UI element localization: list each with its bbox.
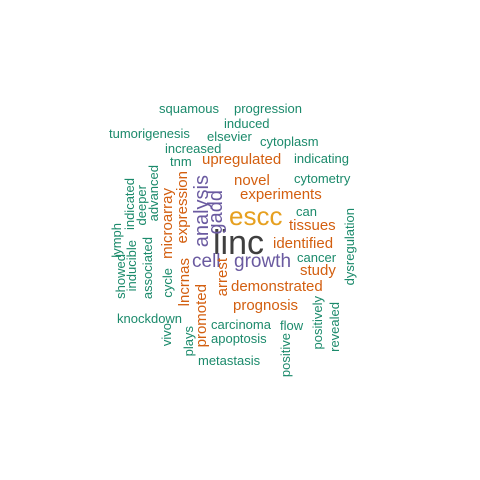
word-linc: linc [213,224,265,262]
word-demonstrated: demonstrated [231,278,323,295]
word-tissues: tissues [289,217,336,234]
word-cytometry: cytometry [294,171,351,186]
word-increased: increased [165,141,222,156]
word-associated: associated [140,237,155,300]
word-indicating: indicating [294,151,349,166]
word-microarray: microarray [159,188,176,259]
word-apoptosis: apoptosis [211,331,267,346]
word-cell: cell [192,251,221,272]
word-elsevier: elsevier [207,129,252,144]
word-experiments: experiments [240,186,322,203]
word-arrest: arrest [214,258,231,297]
word-dysregulation: dysregulation [342,208,357,286]
word-metastasis: metastasis [198,353,261,368]
word-identified: identified [273,235,334,252]
word-prognosis: prognosis [233,297,299,314]
word-gadd: gadd [205,190,227,235]
word-escc: escc [229,201,283,231]
word-upregulated: upregulated [202,151,282,168]
word-growth: growth [234,251,292,272]
word-lncrnas: lncrnas [176,258,193,307]
word-flow: flow [280,318,304,333]
word-study: study [300,262,336,279]
word-novel: novel [234,172,270,189]
word-plays: plays [181,326,196,357]
word-induced: induced [224,116,270,131]
word-squamous: squamous [159,101,219,116]
word-cytoplasm: cytoplasm [260,134,319,149]
word-advanced: advanced [146,165,161,222]
word-vivo: vivo [159,323,174,347]
word-tumorigenesis: tumorigenesis [109,126,190,141]
word-carcinoma: carcinoma [211,317,271,332]
word-tnm: tnm [170,154,192,169]
word-expression: expression [174,171,191,244]
word-can: can [296,204,317,219]
word-knockdown: knockdown [117,311,183,326]
word-inducible: inducible [124,240,139,292]
word-positive: positive [278,333,293,378]
word-positively: positively [310,296,325,350]
word-revealed: revealed [327,302,342,352]
word-cycle: cycle [160,268,175,298]
word-cancer: cancer [297,250,337,265]
word-promoted: promoted [193,284,210,348]
word-progression: progression [234,101,302,116]
